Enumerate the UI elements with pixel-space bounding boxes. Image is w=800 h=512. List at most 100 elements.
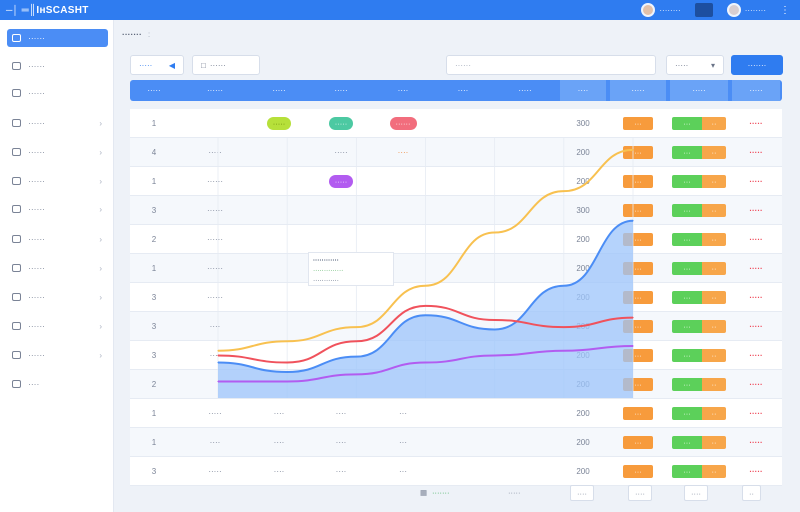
- row-value-red: ·····: [732, 109, 780, 138]
- app-logo[interactable]: ─│ ═║IʜSCASHT: [6, 5, 89, 16]
- status-badge-value: ···: [623, 117, 653, 131]
- filter-bar: ····· ◀ □ ······ ······ ····· ▾ ·······: [130, 55, 785, 77]
- column-header-2[interactable]: ······: [207, 86, 223, 95]
- logo-icon: ─│: [6, 5, 19, 15]
- sidebar-item-12[interactable]: ······ ›: [7, 346, 108, 364]
- status-badge-value: ···: [623, 407, 653, 421]
- row-value-red-value: ·····: [749, 264, 763, 273]
- user-name-2: ········: [744, 5, 766, 15]
- sidebar-item-11[interactable]: ······ ›: [7, 317, 108, 335]
- filter-tab-label: ·····: [139, 60, 153, 70]
- sidebar-item-label: ······: [28, 118, 45, 128]
- progress-done: ···: [672, 262, 702, 276]
- pager-size[interactable]: ·····: [508, 488, 521, 497]
- column-header-11[interactable]: ·····: [732, 80, 780, 101]
- sidebar-item-label: ······: [28, 263, 45, 273]
- filter-tab[interactable]: ····· ◀: [130, 55, 184, 75]
- breadcrumb-current[interactable]: ·······: [122, 29, 142, 39]
- grid-icon: [12, 34, 21, 42]
- series-3-point-6: [563, 190, 565, 192]
- chevron-right-icon: ›: [99, 147, 102, 157]
- table-row[interactable]: 1 ····· ···· ···· ··· 200 ··· ··· ·· ·····: [130, 399, 782, 428]
- sidebar-item-8[interactable]: ······ ›: [7, 230, 108, 248]
- progress-done: ···: [672, 117, 702, 131]
- sidebar-item-4[interactable]: ······ ›: [7, 114, 108, 132]
- sidebar-item-2[interactable]: ······: [7, 57, 108, 75]
- row-value-red-value: ·····: [749, 322, 763, 331]
- tooltip-line-1: ············: [313, 257, 339, 264]
- column-header-8[interactable]: ····: [560, 80, 606, 101]
- sidebar-item-6[interactable]: ······ ›: [7, 172, 108, 190]
- table-row[interactable]: 2 ······ 200 ··· ··· ·· ·····: [130, 225, 782, 254]
- row-name: ·····: [208, 467, 222, 476]
- status-badge: ···: [610, 196, 666, 225]
- row-value-red: ·····: [732, 312, 780, 341]
- series-4-point-4: [424, 361, 427, 364]
- chevron-right-icon: ›: [99, 292, 102, 302]
- series-2-point-7: [632, 317, 634, 319]
- sidebar-item-13[interactable]: ····: [7, 375, 108, 393]
- status-badge-value: ···: [623, 465, 653, 479]
- pager-go-button[interactable]: ··: [742, 485, 761, 501]
- series-2-point-1: [217, 354, 219, 357]
- pager-page-3[interactable]: ····: [684, 485, 708, 501]
- progress-rest: ··: [702, 291, 726, 305]
- sidebar-item-10[interactable]: ······ ›: [7, 288, 108, 306]
- grid-view-icon[interactable]: ▦: [420, 488, 428, 497]
- sidebar-item-1[interactable]: ······: [7, 29, 108, 47]
- row-amount: 200: [576, 409, 590, 418]
- table-row[interactable]: 4 ····· ····· ···· 200 ··· ··· ·· ·····: [130, 138, 782, 167]
- filter-select[interactable]: □ ······: [192, 55, 260, 75]
- table-row[interactable]: 1 ····· ····· ······ 300 ··· ··· ·· ·····: [130, 109, 782, 138]
- sidebar-item-label: ····: [28, 379, 40, 389]
- row-name: ····: [209, 351, 221, 360]
- row-value-red: ·····: [732, 370, 780, 399]
- pager-page-1[interactable]: ····: [570, 485, 594, 501]
- table-row[interactable]: 1 ······ ····· 200 ··· ··· ·· ·····: [130, 167, 782, 196]
- range-select[interactable]: ····· ▾: [666, 55, 724, 75]
- series-1-point-2: [286, 371, 288, 373]
- series-2-point-2: [286, 361, 288, 364]
- search-input[interactable]: ······: [446, 55, 656, 75]
- export-button[interactable]: ·······: [731, 55, 783, 75]
- row-value-red-value: ·····: [749, 177, 763, 186]
- user-menu-2[interactable]: ········: [726, 3, 766, 17]
- sidebar-item-7[interactable]: ······ ›: [7, 200, 108, 218]
- table-row[interactable]: 3 ····· ···· ···· ··· 200 ··· ··· ·· ·····: [130, 457, 782, 486]
- pager-page-2[interactable]: ····: [628, 485, 652, 501]
- app-title: ═║IʜSCASHT: [21, 4, 89, 16]
- square-icon: [12, 119, 21, 127]
- top-bar: ─│ ═║IʜSCASHT ········ ········ ⋮: [0, 0, 800, 20]
- main-content: ······· : ····· ◀ □ ······ ······ ····· …: [118, 20, 800, 512]
- column-header-9[interactable]: ·····: [610, 80, 666, 101]
- column-header-1[interactable]: ·····: [147, 86, 161, 95]
- series-2-point-5: [494, 319, 496, 321]
- table-row[interactable]: 1 ······ 200 ··· ··· ·· ·····: [130, 254, 782, 283]
- progress-rest: ··: [702, 262, 726, 276]
- column-header-3[interactable]: ·····: [272, 86, 286, 95]
- column-header-4[interactable]: ·····: [334, 86, 348, 95]
- sidebar-item-3[interactable]: ······: [7, 84, 108, 102]
- sidebar-item-9[interactable]: ······ ›: [7, 259, 108, 277]
- notification-badge[interactable]: [694, 3, 713, 17]
- user-menu-1[interactable]: ········: [641, 3, 681, 17]
- progress-badge: ··· ··: [672, 117, 726, 131]
- progress-rest: ··: [702, 117, 726, 131]
- tooltip-line-3: ············: [313, 277, 339, 284]
- row-col-5: ···: [399, 438, 407, 447]
- column-header-5[interactable]: ····: [397, 86, 409, 95]
- progress-badge: ··· ··: [672, 175, 726, 189]
- column-header-7[interactable]: ·····: [518, 86, 532, 95]
- status-badge: ···: [610, 399, 666, 428]
- table-row[interactable]: 3 ······ 300 ··· ··· ·· ·····: [130, 196, 782, 225]
- progress-badge: ··· ··: [672, 233, 726, 247]
- sidebar-item-5[interactable]: ······ ›: [7, 143, 108, 161]
- square-icon: [12, 62, 21, 70]
- more-icon[interactable]: ⋮: [780, 4, 790, 16]
- column-header-10[interactable]: ·····: [670, 80, 728, 101]
- table-row[interactable]: 1 ···· ···· ···· ··· 200 ··· ··· ·· ·····: [130, 428, 782, 457]
- row-amount: 200: [576, 148, 590, 157]
- column-header-6[interactable]: ····: [457, 86, 469, 95]
- progress-rest: ··: [702, 465, 726, 479]
- progress-rest: ··: [702, 378, 726, 392]
